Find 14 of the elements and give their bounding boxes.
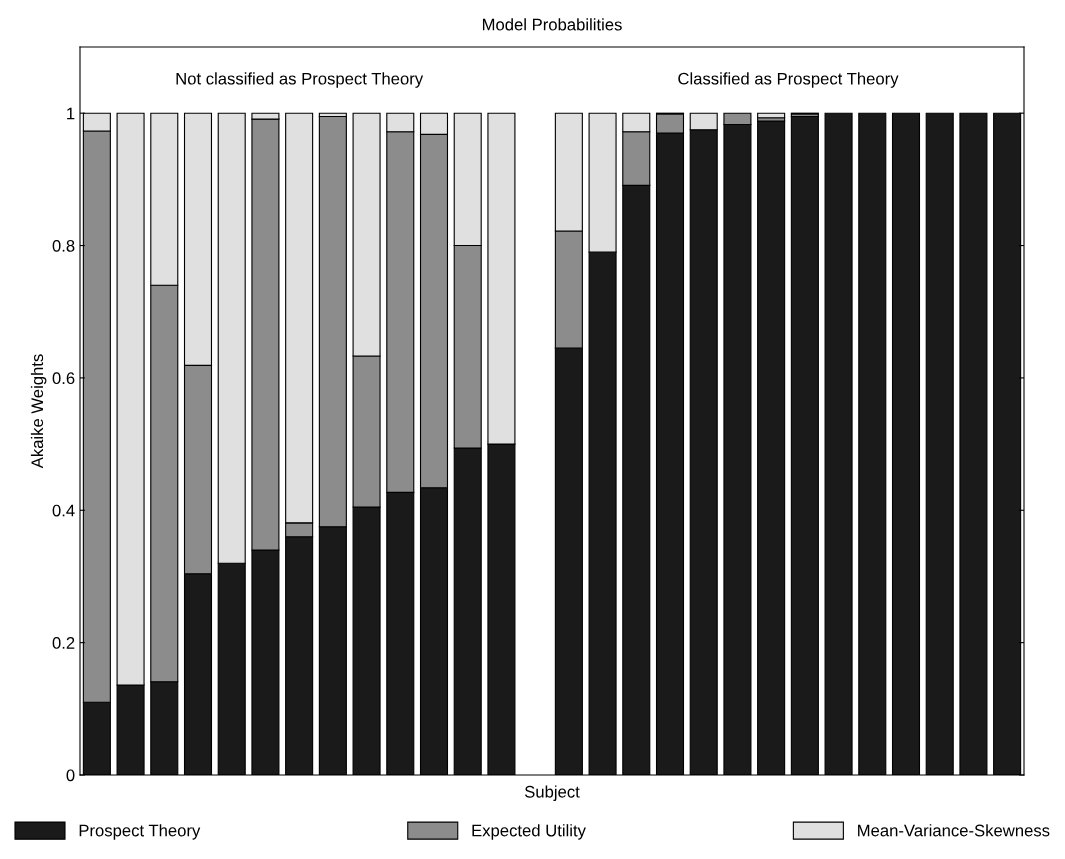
y-tick-label: 0.8 bbox=[52, 239, 75, 252]
annotation: Not classified as Prospect Theory bbox=[176, 72, 424, 88]
legend-label: Prospect Theory bbox=[79, 824, 201, 840]
x-axis-title: Subject bbox=[524, 785, 580, 801]
legend-label: Expected Utility bbox=[472, 824, 586, 840]
y-tick-label: 0.4 bbox=[52, 504, 75, 517]
annotation: Classified as Prospect Theory bbox=[678, 72, 899, 88]
y-tick-label: 1 bbox=[67, 107, 75, 120]
y-tick-label: 0 bbox=[66, 769, 75, 782]
y-axis-title: Akaike Weights bbox=[30, 354, 47, 469]
y-tick-label: 0.6 bbox=[52, 372, 75, 385]
y-tick-label: 0.2 bbox=[52, 637, 75, 649]
chart-title: Model Probabilities bbox=[482, 18, 622, 31]
legend-label: Mean-Variance-Skewness bbox=[858, 824, 1050, 837]
